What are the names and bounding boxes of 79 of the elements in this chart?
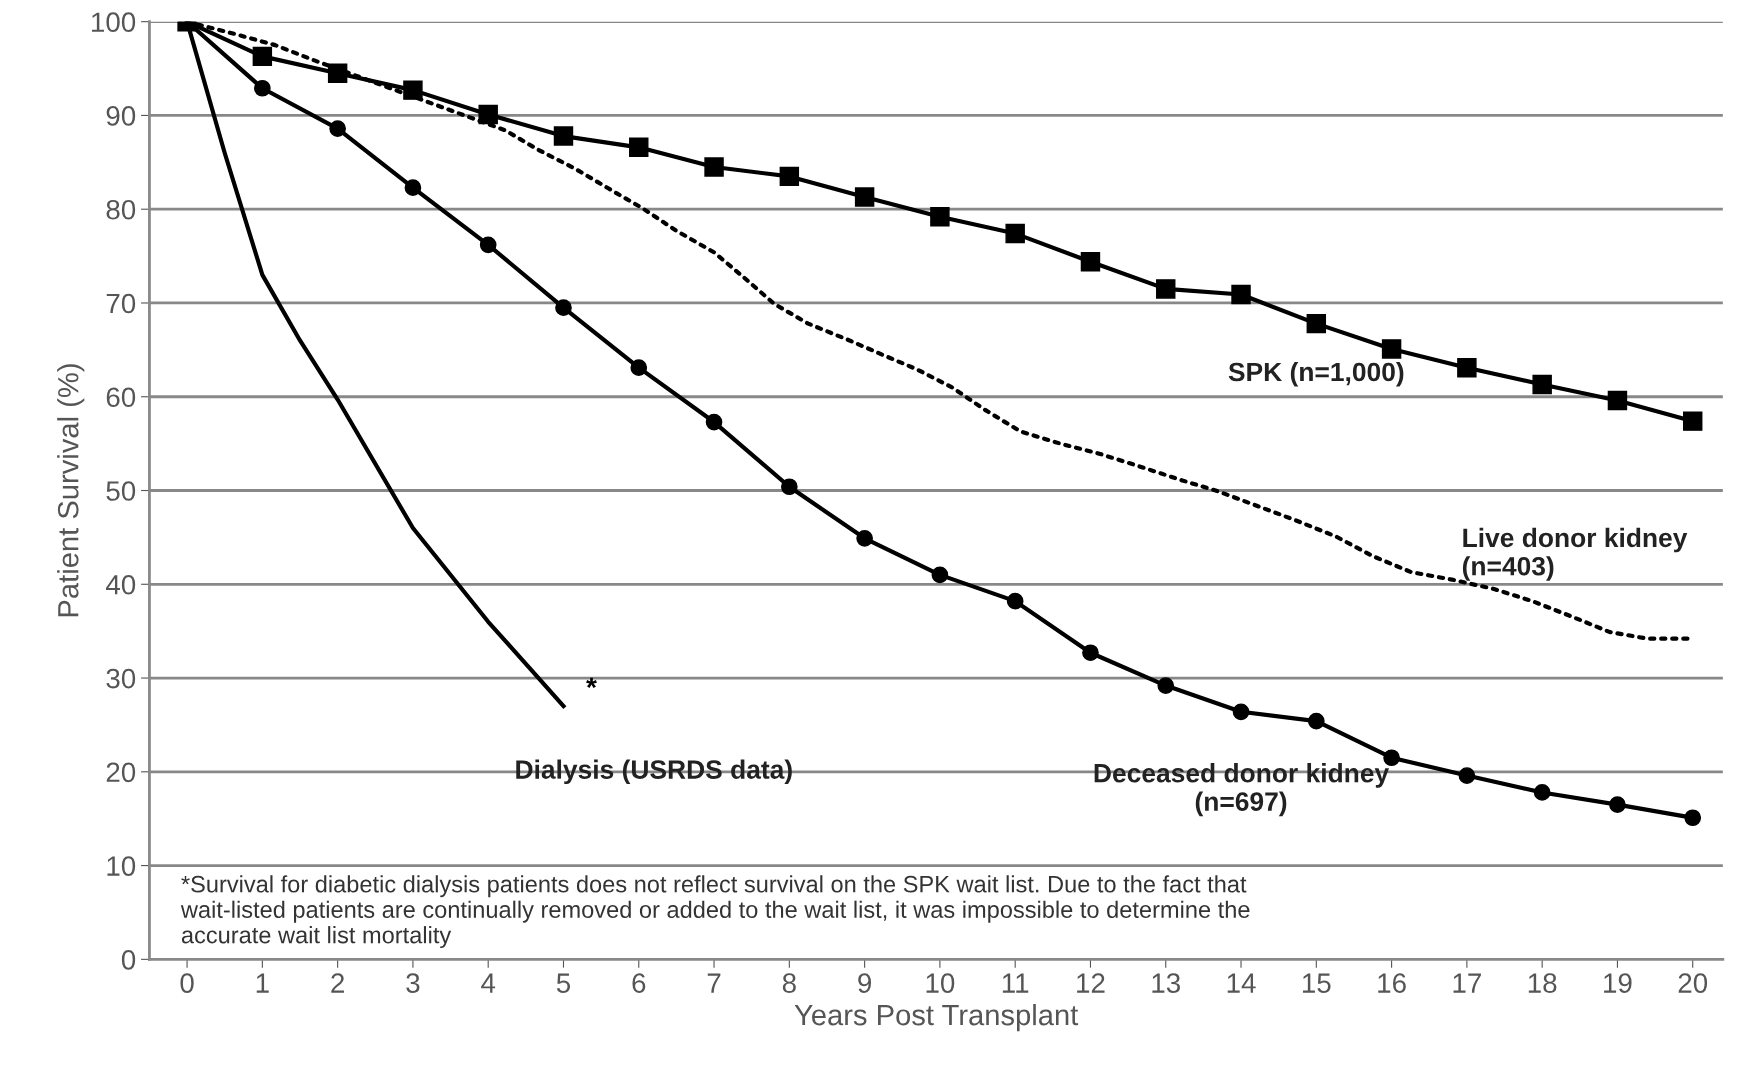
point — [1232, 703, 1250, 721]
annotation: * — [586, 677, 597, 689]
point — [553, 126, 574, 146]
y-tick-label: 30 — [106, 668, 136, 689]
text: Dialysis (USRDS data) — [516, 759, 792, 785]
point — [254, 79, 271, 97]
point — [630, 359, 648, 377]
point — [1457, 357, 1477, 378]
point — [1005, 223, 1025, 244]
point — [629, 137, 649, 158]
x-tick-label: 8 — [782, 973, 796, 993]
x-tick-label: 1 — [256, 973, 269, 993]
point — [1682, 411, 1703, 431]
x-tick-label: 16 — [1378, 973, 1406, 993]
point — [1080, 251, 1101, 272]
x-tick-label: 18 — [1528, 973, 1557, 993]
point — [1684, 809, 1702, 827]
point — [1607, 390, 1628, 411]
y-tick-label: 40 — [105, 574, 136, 595]
series-label: Deceased donor kidney (n=697) — [1094, 763, 1390, 817]
y-tick-label: 70 — [106, 293, 136, 314]
x-tick-label: 2 — [331, 973, 344, 993]
point — [931, 566, 949, 584]
point — [856, 529, 873, 547]
y-tick-label: 10 — [107, 856, 136, 876]
point — [930, 206, 950, 227]
x-tick-label: 14 — [1227, 973, 1256, 993]
point — [329, 120, 346, 137]
point — [1156, 279, 1176, 299]
y-tick-label: 0 — [121, 950, 136, 970]
x-tick-label: 4 — [481, 973, 496, 993]
point — [1306, 313, 1327, 334]
x-tick-label: 10 — [926, 973, 955, 993]
x-tick-label: 0 — [180, 973, 194, 993]
x-tick-label: 3 — [406, 973, 420, 993]
y-tick-label: 100 — [92, 12, 136, 33]
y-tick-label: 90 — [106, 106, 136, 126]
x-tick-label: 17 — [1453, 973, 1481, 993]
point — [705, 413, 723, 431]
y-tick-label: 50 — [106, 481, 136, 501]
point — [479, 236, 497, 254]
series-label: Live donor kidney (n=403) — [1462, 527, 1688, 581]
point — [404, 179, 422, 196]
x-axis-title: Years Post Transplant — [794, 1003, 1079, 1032]
y-tick-label: 80 — [106, 199, 136, 220]
point — [1533, 784, 1551, 801]
point — [704, 157, 724, 177]
point — [1231, 284, 1251, 305]
point — [1157, 677, 1175, 694]
x-tick-label: 19 — [1604, 973, 1632, 993]
x-tick-label: 5 — [556, 973, 571, 993]
x-tick-label: 15 — [1302, 973, 1331, 993]
x-tick-label: 11 — [1002, 973, 1029, 993]
x-tick-label: 20 — [1678, 973, 1708, 993]
point — [403, 80, 423, 100]
x-tick-label: 13 — [1152, 973, 1180, 993]
point — [1006, 592, 1024, 610]
point — [1609, 796, 1626, 813]
x-tick-label: 7 — [707, 973, 721, 993]
point — [854, 187, 875, 207]
point — [478, 104, 498, 125]
x-tick-label: 6 — [632, 973, 646, 993]
point — [555, 299, 572, 317]
point — [1381, 339, 1402, 359]
y-tick-label: 20 — [106, 762, 136, 783]
x-tick-label: 12 — [1077, 973, 1105, 993]
annotation: *Survival for diabetic dialysis patients does not reflect survival on the SPK wait list. Due to the fact that wait-listed patients are continually removed or added to the wait list, it was impossible to determine the accurate wait list mortality — [180, 875, 1250, 949]
point — [780, 478, 798, 496]
y-axis-title: Patient Survival (%) — [57, 364, 85, 617]
point — [252, 46, 273, 67]
point — [1458, 767, 1476, 784]
point — [327, 63, 348, 83]
point — [1082, 644, 1099, 662]
series-label: SPK (n=1,000) — [1228, 361, 1404, 387]
point — [779, 166, 800, 187]
point — [1532, 374, 1552, 395]
y-tick-label: 60 — [106, 387, 136, 408]
x-tick-label: 9 — [858, 973, 872, 993]
point — [1307, 712, 1325, 730]
